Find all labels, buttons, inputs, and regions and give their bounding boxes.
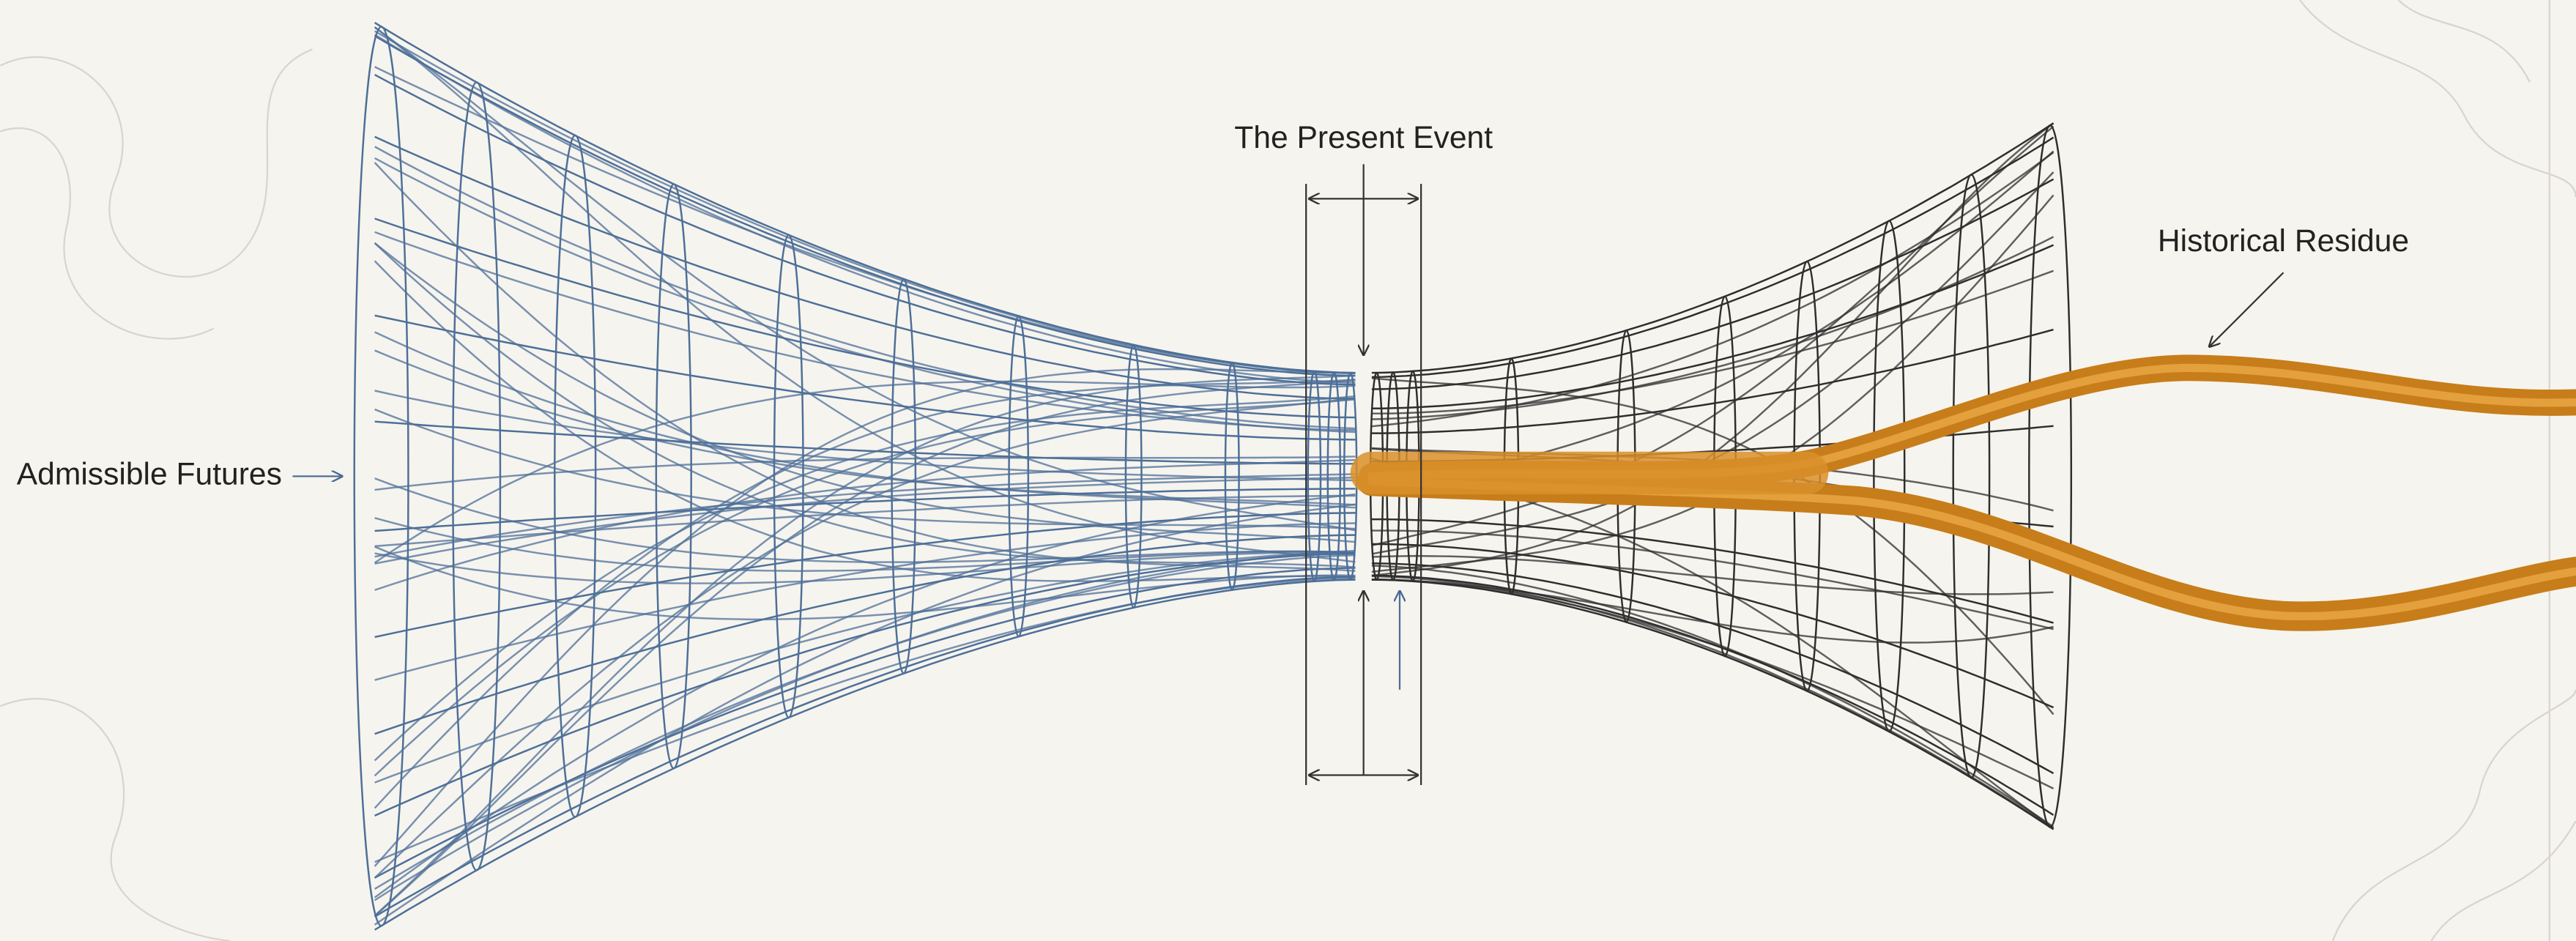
diagram: The Present Event Historical Residue Adm…	[0, 0, 2576, 941]
label: Admissible Futures	[17, 457, 282, 492]
label: The Present Event	[1234, 120, 1493, 155]
page: The Present Event Historical Residue Adm…	[0, 0, 2576, 941]
label: Historical Residue	[2158, 223, 2409, 259]
